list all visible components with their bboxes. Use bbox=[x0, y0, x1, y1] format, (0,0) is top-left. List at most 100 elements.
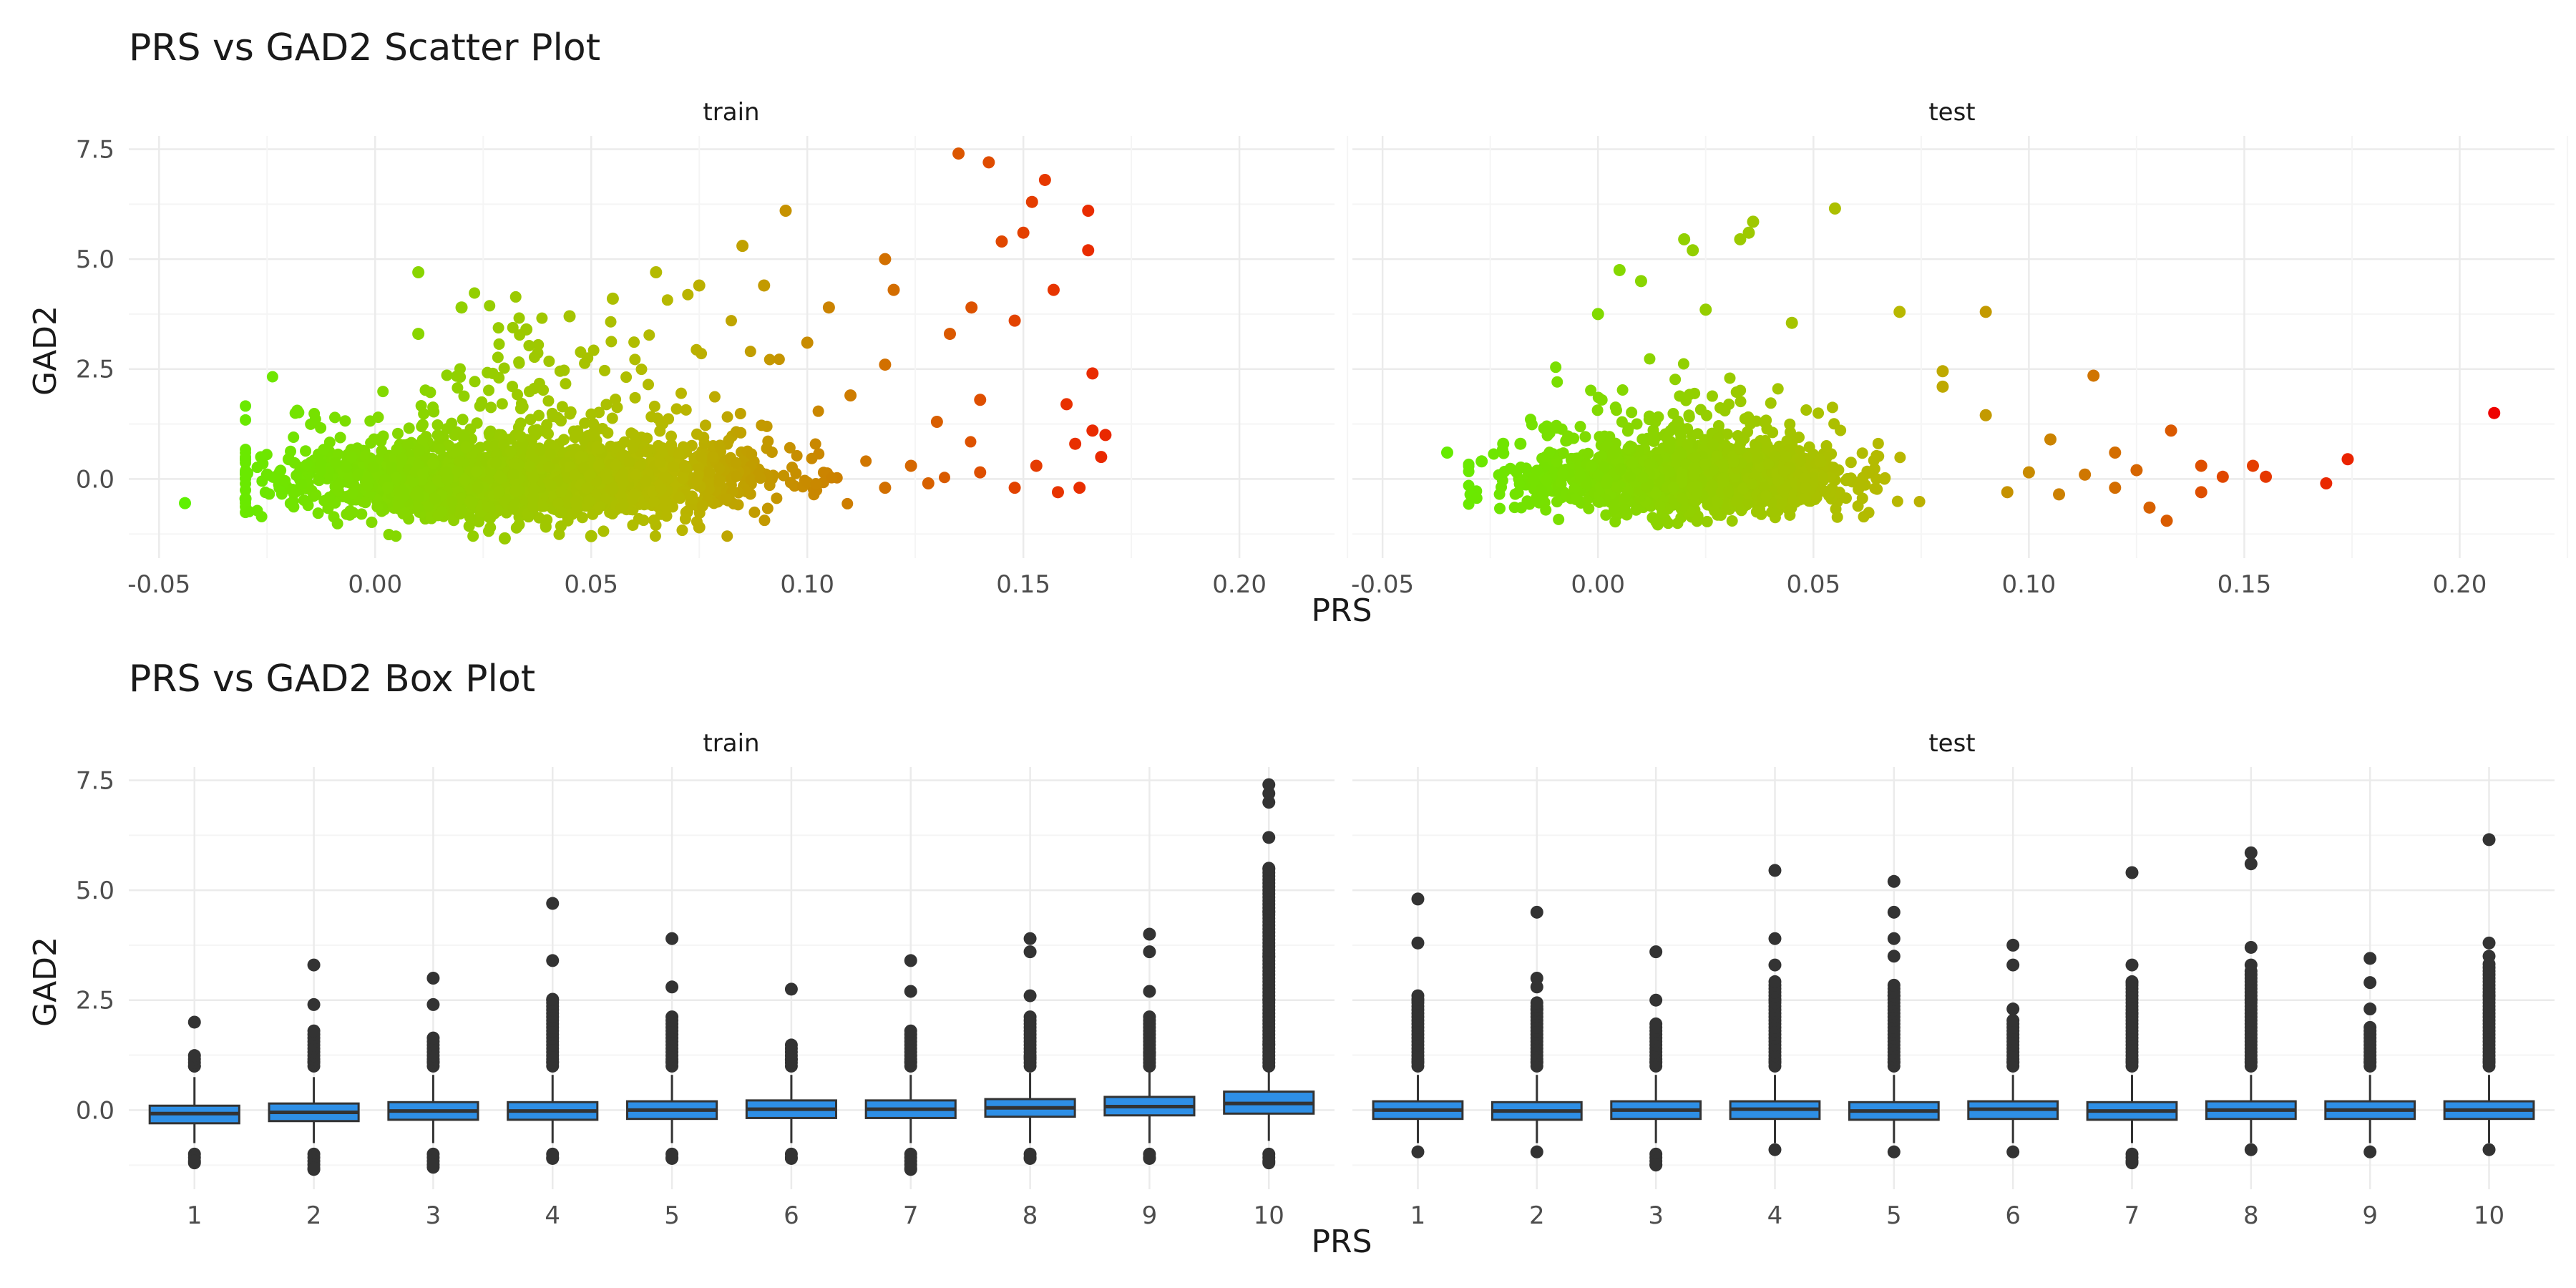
scatter-train-point bbox=[416, 420, 428, 432]
scatter-test-point bbox=[1803, 441, 1815, 453]
scatter-test-point bbox=[1772, 474, 1785, 486]
box-test-outlier bbox=[2125, 975, 2139, 988]
scatter-train-point bbox=[295, 478, 307, 490]
scatter-train-point bbox=[616, 449, 628, 462]
scatter-train-point bbox=[442, 439, 454, 452]
scatter-test-point bbox=[2087, 369, 2100, 382]
scatter-test-x-tick-label: 0.00 bbox=[1571, 570, 1625, 599]
scatter-train-point bbox=[487, 367, 499, 379]
scatter-train-point bbox=[661, 294, 673, 306]
scatter-train-point bbox=[449, 429, 461, 441]
scatter-train-point bbox=[569, 431, 581, 444]
scatter-train-point bbox=[630, 469, 642, 481]
scatter-train-point bbox=[474, 400, 486, 412]
scatter-train-point bbox=[605, 336, 618, 348]
scatter-train-point bbox=[259, 487, 271, 499]
scatter-test-point bbox=[1799, 472, 1811, 484]
scatter-train-point bbox=[571, 505, 583, 517]
scatter-test-point bbox=[1593, 496, 1605, 508]
scatter-train-point bbox=[240, 484, 252, 496]
scatter-test-point bbox=[1614, 464, 1626, 476]
scatter-test-point bbox=[1622, 442, 1634, 454]
box-train-outlier bbox=[426, 972, 440, 985]
scatter-train-point bbox=[492, 322, 504, 334]
scatter-train-point bbox=[485, 401, 497, 414]
scatter-test-point bbox=[1785, 316, 1798, 329]
scatter-test-point bbox=[1767, 505, 1780, 517]
box-test-outlier bbox=[1649, 1158, 1663, 1171]
scatter-test-point bbox=[1863, 467, 1875, 479]
box-train-x-tick-label: 8 bbox=[1023, 1201, 1038, 1230]
scatter-test-point bbox=[2488, 406, 2501, 419]
scatter-train-point bbox=[432, 474, 444, 487]
scatter-train-point bbox=[635, 364, 648, 376]
scatter-train-point bbox=[520, 323, 533, 336]
scatter-test-point bbox=[1641, 481, 1653, 493]
box-train-outlier bbox=[1143, 985, 1156, 998]
scatter-train-point bbox=[427, 457, 439, 469]
scatter-test-point bbox=[1678, 233, 1691, 245]
scatter-train-point bbox=[696, 451, 708, 463]
scatter-train-point bbox=[507, 321, 519, 333]
box-test-outlier bbox=[1887, 874, 1901, 888]
scatter-train-point bbox=[528, 383, 540, 395]
box-test-outlier bbox=[2244, 940, 2258, 954]
scatter-test-point bbox=[1581, 478, 1593, 490]
scatter-test-point bbox=[1528, 474, 1540, 486]
scatter-test-point bbox=[1494, 502, 1506, 514]
scatter-test-point bbox=[1644, 457, 1656, 469]
scatter-test-point bbox=[1730, 386, 1742, 399]
scatter-train-point bbox=[982, 156, 995, 169]
scatter-test-point bbox=[1553, 513, 1565, 525]
box-test-outlier bbox=[1411, 989, 1425, 1002]
box-test-x-tick-label: 3 bbox=[1648, 1201, 1664, 1230]
scatter-test-point bbox=[1750, 440, 1762, 452]
box-test-outlier bbox=[2244, 1143, 2258, 1156]
scatter-test-point bbox=[1586, 460, 1598, 472]
scatter-test-point bbox=[1619, 492, 1631, 504]
scatter-test-point bbox=[1717, 477, 1729, 489]
scatter-train-point bbox=[460, 441, 472, 454]
scatter-test-point bbox=[1470, 492, 1483, 504]
scatter-train-point bbox=[555, 520, 567, 532]
scatter-train-point bbox=[347, 507, 359, 519]
box-train-outlier bbox=[665, 1151, 679, 1164]
scatter-test-point bbox=[2160, 514, 2173, 527]
scatter-train-point bbox=[493, 338, 505, 350]
scatter-train-point bbox=[418, 408, 430, 420]
box-train-outlier bbox=[784, 982, 798, 996]
scatter-test-point bbox=[1772, 383, 1784, 395]
scatter-train-point bbox=[904, 459, 917, 472]
scatter-train-point bbox=[412, 502, 424, 514]
scatter-panel-test: -0.05 0.00 0.05 0.10 0.15 0.20 bbox=[1351, 136, 2569, 599]
scatter-title: PRS vs GAD2 Scatter Plot bbox=[129, 26, 600, 69]
scatter-train-point bbox=[266, 371, 278, 383]
box-x-axis-label: PRS bbox=[1311, 1224, 1372, 1260]
scatter-train-point bbox=[556, 401, 568, 413]
scatter-test-point bbox=[1835, 424, 1847, 436]
scatter-train-point bbox=[330, 457, 342, 469]
scatter-train-point bbox=[693, 521, 706, 534]
scatter-test-point bbox=[1585, 384, 1597, 396]
scatter-test-point bbox=[2195, 459, 2207, 472]
scatter-test-point bbox=[1824, 471, 1836, 483]
scatter-train-point bbox=[492, 351, 504, 364]
scatter-test-point bbox=[1649, 487, 1662, 499]
scatter-train-point bbox=[579, 357, 591, 369]
scatter-train-point bbox=[377, 386, 389, 398]
scatter-train-point bbox=[540, 519, 552, 532]
scatter-train-point bbox=[641, 432, 653, 444]
scatter-train-point bbox=[315, 421, 327, 434]
scatter-train-point bbox=[390, 530, 402, 542]
scatter-train-point bbox=[239, 492, 252, 505]
scatter-train-point bbox=[643, 329, 655, 341]
scatter-train-point bbox=[658, 494, 670, 507]
box-train-outlier bbox=[784, 1151, 798, 1164]
box-train-outlier bbox=[307, 958, 321, 972]
scatter-train-point bbox=[965, 436, 977, 448]
scatter-train-point bbox=[555, 486, 567, 498]
scatter-train-point bbox=[489, 440, 502, 452]
scatter-train-point bbox=[678, 460, 691, 472]
scatter-test-point bbox=[1475, 455, 1488, 468]
scatter-test-point bbox=[1654, 500, 1666, 512]
